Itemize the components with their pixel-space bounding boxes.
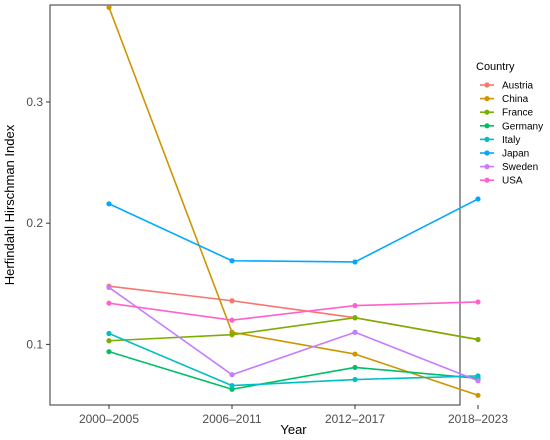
legend-item-usa: USA xyxy=(480,176,523,187)
data-point-germany xyxy=(106,349,112,355)
data-point-italy xyxy=(352,376,358,383)
x-tick-label: 2006–2011 xyxy=(202,412,262,426)
legend-key-point xyxy=(484,150,490,156)
legend-item-china: China xyxy=(480,94,529,105)
legend-key-point xyxy=(484,123,490,129)
y-tick-label: 0.2 xyxy=(26,216,43,230)
data-point-france xyxy=(475,336,481,343)
series-line-germany xyxy=(108,350,479,391)
data-point-usa xyxy=(229,317,235,323)
series-france xyxy=(106,315,481,344)
axes-layer: 0.1 0.2 0.3 2000–2005 2006–2011 2012–2017 2018… xyxy=(26,95,508,426)
series-usa xyxy=(106,299,481,323)
data-point-sweden xyxy=(229,372,235,378)
legend-item-austria: Austria xyxy=(480,81,534,92)
legend-key-point xyxy=(484,177,490,183)
data-point-sweden xyxy=(475,378,481,384)
data-point-usa xyxy=(352,303,358,309)
data-point-italy xyxy=(106,330,112,337)
y-axis-title: Herfindahl Hirschman Index xyxy=(2,124,17,285)
data-point-austria xyxy=(229,298,235,304)
legend-label: Japan xyxy=(502,149,529,160)
legend-label: Sweden xyxy=(502,162,538,173)
data-point-italy xyxy=(475,373,481,379)
series-line-italy xyxy=(108,332,479,387)
legend-item-italy: Italy xyxy=(480,135,520,146)
legend-key-point xyxy=(484,136,490,142)
legend-item-france: France xyxy=(480,108,534,119)
legend-item-germany: Germany xyxy=(480,121,543,132)
legend-label: Germany xyxy=(502,121,543,132)
series-line-china xyxy=(108,6,479,397)
data-point-france xyxy=(106,338,112,344)
series-layer xyxy=(106,4,481,398)
legend-item-japan: Japan xyxy=(480,149,529,160)
data-point-usa xyxy=(475,299,481,305)
legend-key-point xyxy=(484,82,490,88)
data-point-sweden xyxy=(352,329,358,335)
legend-label: China xyxy=(502,94,529,105)
data-point-japan xyxy=(475,196,481,202)
series-sweden xyxy=(106,284,481,384)
y-tick-label: 0.3 xyxy=(26,95,43,109)
y-tick-label: 0.1 xyxy=(26,337,43,351)
data-point-china xyxy=(352,351,358,357)
x-tick-label: 2018–2023 xyxy=(448,412,508,426)
legend: Country Austria China France Germany Italy Ja… xyxy=(476,61,543,187)
legend-label: France xyxy=(502,108,534,119)
data-point-france xyxy=(352,315,358,321)
data-point-china xyxy=(475,392,481,398)
series-line-france xyxy=(108,316,479,342)
series-japan xyxy=(106,196,481,265)
legend-title: Country xyxy=(476,61,515,73)
data-point-japan xyxy=(229,258,235,264)
data-point-japan xyxy=(106,201,112,207)
series-line-sweden xyxy=(108,286,479,382)
data-point-germany xyxy=(352,364,358,371)
series-china xyxy=(106,4,481,398)
legend-key-point xyxy=(484,96,490,102)
plot-border xyxy=(49,4,461,406)
data-point-germany xyxy=(229,386,235,392)
x-tick-label: 2012–2017 xyxy=(325,412,385,426)
plot-panel xyxy=(49,4,461,406)
series-line-usa xyxy=(108,301,479,321)
data-point-italy xyxy=(229,383,235,389)
data-point-france xyxy=(229,332,235,338)
series-italy xyxy=(106,330,481,389)
legend-label: USA xyxy=(502,176,523,187)
data-point-usa xyxy=(106,300,112,306)
data-point-china xyxy=(106,4,112,11)
data-point-sweden xyxy=(106,284,112,291)
legend-label: Austria xyxy=(502,81,534,92)
x-axis-title: Year xyxy=(280,422,307,437)
data-point-japan xyxy=(352,259,358,265)
legend-key-point xyxy=(484,164,490,170)
series-line-japan xyxy=(108,198,479,263)
x-tick-label: 2000–2005 xyxy=(79,412,139,426)
legend-label: Italy xyxy=(502,135,520,146)
legend-item-sweden: Sweden xyxy=(480,162,538,173)
legend-key-point xyxy=(484,109,490,115)
